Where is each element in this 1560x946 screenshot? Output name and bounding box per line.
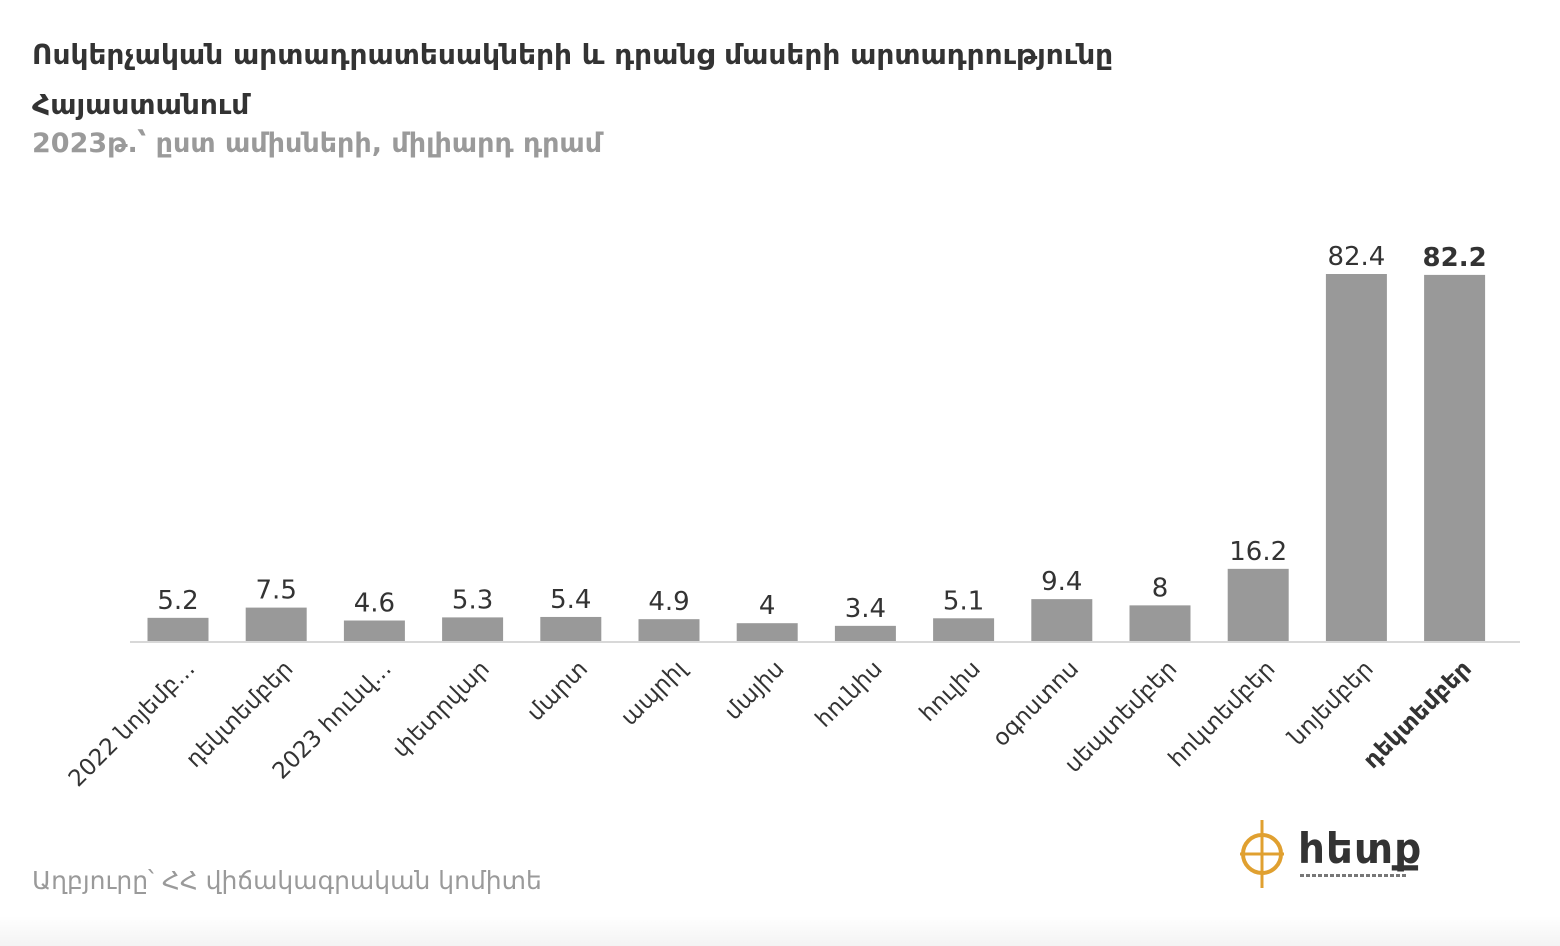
x-tick-label: ապրիլ: [616, 655, 692, 731]
target-crosshair-icon: [1240, 820, 1284, 888]
bar[interactable]: [343, 620, 405, 641]
bar[interactable]: [1227, 568, 1289, 641]
bar[interactable]: [1031, 599, 1093, 641]
hetq-logo[interactable]: հետք: [1238, 816, 1421, 896]
chart-title: Ոսկերչական արտադրատեսակների և դրանց մասե…: [32, 38, 1114, 121]
chart-subtitle: 2023թ.՝ ըստ ամիսների, միլիարդ դրամ: [32, 128, 603, 159]
data-label: 82.4: [1327, 242, 1385, 272]
data-label: 9.4: [1041, 567, 1082, 597]
bar[interactable]: [736, 623, 798, 641]
bar[interactable]: [834, 625, 896, 641]
x-tick-label: մայիս: [720, 656, 790, 726]
x-tick-label: մարտ: [522, 656, 593, 727]
bar[interactable]: [540, 616, 602, 641]
bar[interactable]: [245, 607, 307, 641]
data-label: 7.5: [256, 576, 297, 606]
bar[interactable]: [442, 617, 504, 641]
bar[interactable]: [147, 617, 209, 641]
bar[interactable]: [1129, 605, 1191, 641]
source-note: Աղբյուրը՝ ՀՀ վիճակագրական կոմիտե: [32, 866, 542, 895]
bar[interactable]: [638, 619, 700, 641]
bar[interactable]: [1424, 274, 1486, 641]
data-label: 5.2: [157, 586, 198, 616]
data-label: 4.6: [354, 589, 395, 619]
data-label: 8: [1152, 573, 1169, 603]
data-label: 5.1: [943, 586, 984, 616]
data-label: 4.9: [648, 587, 689, 617]
data-label: 5.4: [550, 585, 591, 615]
x-tick-label: փետրվար: [388, 656, 495, 763]
x-tick-label: օգոստոս: [988, 656, 1084, 752]
bar[interactable]: [1325, 274, 1387, 641]
x-tick-label: հուլիս: [915, 656, 986, 727]
x-tick-label: նոյեմբեր: [1283, 656, 1379, 752]
data-label: 82.2: [1423, 243, 1487, 273]
data-label: 5.3: [452, 585, 493, 615]
bottom-shade: [0, 916, 1560, 946]
x-tick-label: հունիս: [811, 656, 888, 733]
data-label: 4: [759, 591, 776, 621]
logo-tagline: [1300, 874, 1408, 877]
x-tick-label: 2022 նոյեմբ...: [64, 656, 200, 792]
data-label: 16.2: [1229, 537, 1287, 567]
logo-text: հետք: [1298, 824, 1423, 873]
bar[interactable]: [933, 618, 995, 641]
data-label: 3.4: [845, 594, 886, 624]
